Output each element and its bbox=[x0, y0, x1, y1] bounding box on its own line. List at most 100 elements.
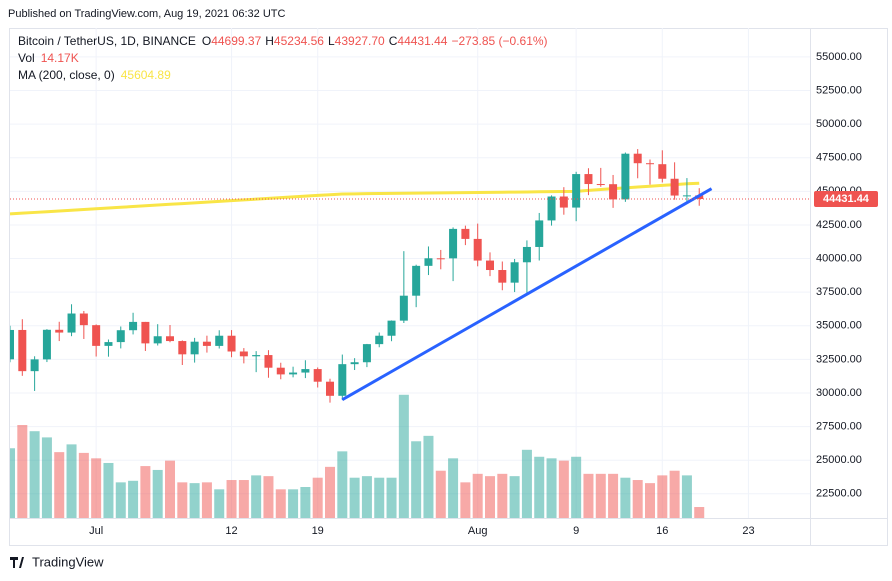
volume-bar bbox=[694, 507, 705, 518]
candle-body bbox=[424, 258, 433, 266]
y-tick-label: 32500.00 bbox=[816, 353, 862, 365]
footer-logo: TradingView bbox=[10, 554, 104, 569]
candle-body bbox=[449, 228, 458, 259]
candle-body bbox=[646, 163, 654, 165]
volume-bar bbox=[398, 394, 409, 518]
volume-bar bbox=[509, 476, 520, 518]
candle-body bbox=[116, 330, 125, 343]
volume-bar bbox=[497, 473, 508, 518]
ohlc-key: C bbox=[389, 34, 398, 48]
x-tick-label: Jul bbox=[89, 525, 103, 537]
ma-legend: MA (200, close, 0) 45604.89 bbox=[18, 68, 171, 82]
volume-bar bbox=[78, 452, 89, 518]
ohlc-key: H bbox=[265, 34, 274, 48]
candle-body bbox=[166, 336, 174, 342]
ohlc-value: 45234.56 bbox=[274, 34, 324, 48]
x-tick-label: Aug bbox=[468, 525, 488, 537]
candle-body bbox=[387, 320, 396, 336]
candle-body bbox=[42, 329, 51, 360]
volume-bar bbox=[485, 476, 495, 518]
ohlc-value: 44699.37 bbox=[211, 34, 261, 48]
candle-body bbox=[498, 270, 507, 283]
grid bbox=[10, 28, 810, 518]
ohlc-value: 43927.70 bbox=[335, 34, 385, 48]
volume-bar bbox=[608, 473, 619, 518]
candle-body bbox=[264, 355, 273, 368]
candle-body bbox=[547, 196, 556, 221]
volume-bar bbox=[534, 456, 545, 518]
y-tick-label: 35000.00 bbox=[816, 320, 862, 332]
candle-body bbox=[486, 260, 494, 271]
volume-legend: Vol 14.17K bbox=[18, 51, 79, 65]
volume-bar bbox=[337, 451, 348, 518]
last-price-box bbox=[814, 190, 878, 207]
volume-bar bbox=[177, 482, 188, 518]
candle-body bbox=[412, 265, 421, 296]
volume-bar bbox=[583, 473, 594, 518]
volume-bar bbox=[435, 470, 446, 518]
volume-bar bbox=[361, 476, 372, 518]
candle-body bbox=[609, 184, 618, 200]
x-tick-label: 23 bbox=[742, 525, 754, 537]
published-note: Published on TradingView.com, Aug 19, 20… bbox=[8, 8, 285, 20]
ma-title: MA (200, close, 0) bbox=[18, 68, 115, 82]
candle-body bbox=[670, 178, 679, 196]
volume-bar bbox=[140, 466, 151, 518]
candle-body bbox=[313, 369, 322, 382]
y-tick-label: 27500.00 bbox=[816, 420, 862, 432]
candle-body bbox=[252, 355, 261, 357]
candle-body bbox=[104, 342, 113, 346]
candle-body bbox=[190, 341, 199, 355]
candle-body bbox=[326, 381, 334, 396]
volume-bar bbox=[201, 482, 212, 518]
volume-bar bbox=[632, 480, 643, 518]
y-tick-label: 42500.00 bbox=[816, 219, 862, 231]
candle-body bbox=[399, 295, 408, 321]
candle-body bbox=[18, 329, 27, 372]
volume-bar bbox=[423, 435, 434, 518]
volume-bar bbox=[238, 480, 249, 518]
ohlc-key: O bbox=[202, 34, 211, 48]
plot bbox=[10, 149, 810, 518]
volume-bar bbox=[669, 470, 680, 518]
volume-bar bbox=[558, 460, 569, 518]
volume-bar bbox=[54, 452, 65, 518]
y-tick-label: 50000.00 bbox=[816, 118, 862, 130]
candle-body bbox=[141, 321, 150, 344]
axes: 22500.00 25000.00 27500.00 30000.00 32500.00… bbox=[89, 51, 878, 537]
volume-bar bbox=[103, 462, 114, 518]
volume-bar bbox=[546, 458, 557, 518]
y-tick-label: 40000.00 bbox=[816, 252, 862, 264]
volume-bar bbox=[374, 477, 385, 518]
candle-body bbox=[301, 369, 310, 373]
candle-body bbox=[633, 153, 642, 164]
volume-title: Vol bbox=[18, 51, 35, 65]
candle-body bbox=[202, 341, 211, 346]
candle-body bbox=[436, 258, 445, 260]
ohlc-key: L bbox=[328, 34, 335, 48]
volume-bar bbox=[128, 480, 139, 518]
candle-body bbox=[658, 164, 667, 179]
candle-body bbox=[362, 344, 371, 363]
candle-body bbox=[178, 341, 187, 355]
ma-line bbox=[10, 181, 700, 216]
volume-bar bbox=[472, 473, 483, 518]
candle-body bbox=[596, 184, 605, 186]
x-tick-label: 9 bbox=[573, 525, 579, 537]
x-tick-label: 16 bbox=[656, 525, 668, 537]
candle-body bbox=[92, 325, 101, 346]
candle-body bbox=[227, 335, 236, 352]
change: −273.85 (−0.61%) bbox=[451, 34, 547, 48]
volume-bar bbox=[251, 475, 262, 518]
volume-bar bbox=[263, 476, 274, 518]
candle-body bbox=[153, 336, 162, 344]
volume-bar bbox=[521, 449, 532, 518]
candle-body bbox=[215, 335, 224, 346]
candle-body bbox=[55, 329, 64, 333]
volume-bar bbox=[645, 483, 655, 518]
volume-bar bbox=[214, 489, 225, 518]
candle-body bbox=[129, 321, 138, 331]
symbol: Bitcoin / TetherUS, 1D, BINANCE bbox=[18, 34, 196, 48]
candle-body bbox=[461, 228, 470, 239]
